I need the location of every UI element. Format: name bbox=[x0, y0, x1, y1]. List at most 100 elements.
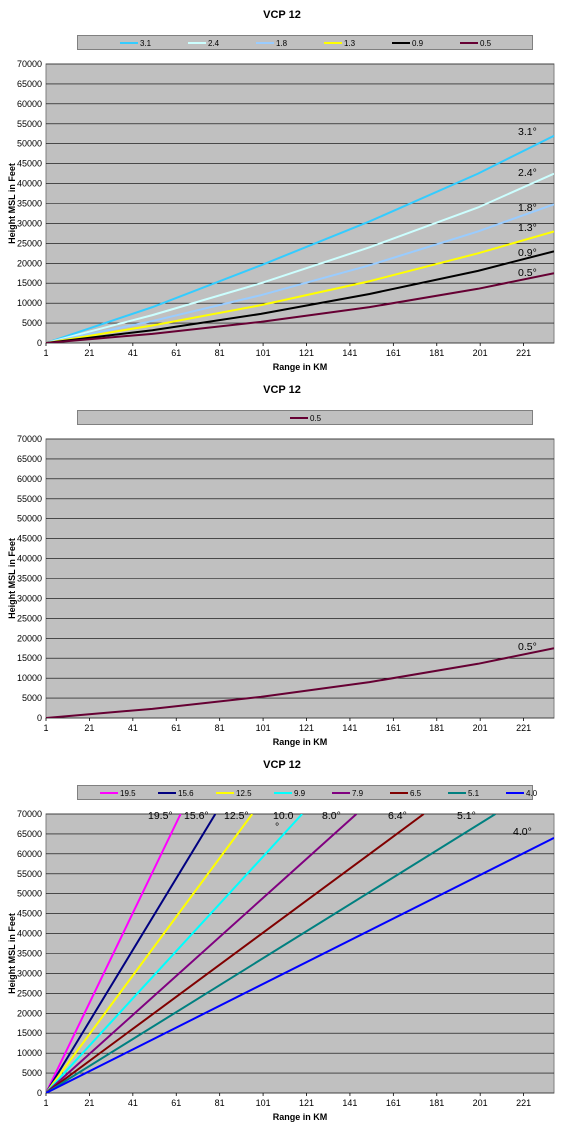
x-tick-label: 221 bbox=[516, 348, 531, 358]
legend-label: 9.9 bbox=[294, 789, 306, 798]
y-tick-label: 20000 bbox=[17, 258, 42, 268]
series-annotation: 15.6° bbox=[184, 810, 209, 822]
series-annotation: 10.0 ° bbox=[273, 810, 294, 833]
chart-panel-1: VCP 12 0 5000 10000 15000 20000 25000 30000 350… bbox=[0, 0, 564, 375]
series-line-9.9 bbox=[46, 814, 303, 1093]
x-axis-label: Range in KM bbox=[273, 737, 328, 747]
y-tick-label: 35000 bbox=[17, 574, 42, 584]
x-tick-label: 181 bbox=[429, 723, 444, 733]
y-tick-label: 70000 bbox=[17, 434, 42, 444]
x-axis-label: Range in KM bbox=[273, 1112, 328, 1122]
chart-svg-2: 0 5000 10000 15000 20000 25000 30000 35000 40000… bbox=[7, 414, 555, 747]
series-line-2.4 bbox=[46, 172, 554, 343]
x-tick-label: 21 bbox=[84, 1098, 94, 1108]
series-line-15.6 bbox=[46, 814, 217, 1093]
series-line-19.5 bbox=[46, 814, 182, 1093]
legend-label: 0.9 bbox=[412, 39, 424, 48]
x-tick-label: 201 bbox=[473, 348, 488, 358]
legend-label: 1.8 bbox=[276, 39, 288, 48]
series-line-7.9 bbox=[46, 814, 358, 1093]
chart-panel-2: VCP 12 0 5000 10000 15000 20000 25000 30000 350… bbox=[0, 375, 564, 750]
y-tick-label: 5000 bbox=[22, 318, 42, 328]
x-tick-label: 21 bbox=[84, 723, 94, 733]
series-annotation: 19.5° bbox=[148, 810, 173, 822]
legend-label: 5.1 bbox=[468, 789, 480, 798]
y-tick-label: 15000 bbox=[17, 653, 42, 663]
x-tick-label: 101 bbox=[256, 723, 271, 733]
series-line-4.0 bbox=[46, 837, 554, 1093]
y-tick-label: 35000 bbox=[17, 199, 42, 209]
y-tick-label: 40000 bbox=[17, 929, 42, 939]
x-tick-label: 1 bbox=[43, 348, 48, 358]
y-tick-label: 0 bbox=[37, 1088, 42, 1098]
series-annotation: 0.5° bbox=[518, 641, 537, 653]
y-tick-label: 35000 bbox=[17, 949, 42, 959]
y-tick-label: 30000 bbox=[17, 968, 42, 978]
x-tick-label: 41 bbox=[128, 348, 138, 358]
y-tick-label: 45000 bbox=[17, 159, 42, 169]
x-tick-label: 221 bbox=[516, 1098, 531, 1108]
series-line-0.5 bbox=[46, 272, 554, 343]
x-tick-label: 141 bbox=[342, 723, 357, 733]
x-tick-label: 141 bbox=[342, 348, 357, 358]
series-annotation: 2.4° bbox=[518, 167, 537, 179]
legend-label: 0.5 bbox=[480, 39, 492, 48]
legend-label: 0.5 bbox=[310, 414, 322, 423]
series-annotation: 3.1° bbox=[518, 126, 537, 138]
series-line-0.9 bbox=[46, 250, 554, 343]
y-tick-label: 25000 bbox=[17, 988, 42, 998]
y-tick-label: 60000 bbox=[17, 849, 42, 859]
y-tick-label: 5000 bbox=[22, 693, 42, 703]
x-tick-label: 101 bbox=[256, 348, 271, 358]
legend-label: 15.6 bbox=[178, 789, 194, 798]
chart-title: VCP 12 bbox=[263, 759, 301, 771]
chart-title: VCP 12 bbox=[263, 9, 301, 21]
series-line-1.3 bbox=[46, 230, 554, 343]
legend bbox=[77, 785, 533, 800]
y-tick-label: 15000 bbox=[17, 1028, 42, 1038]
x-tick-label: 1 bbox=[43, 723, 48, 733]
y-tick-label: 40000 bbox=[17, 179, 42, 189]
series-annotation: 4.0° bbox=[513, 826, 532, 838]
y-tick-label: 25000 bbox=[17, 238, 42, 248]
series-annotation: 0.5° bbox=[518, 267, 537, 279]
series-line-6.5 bbox=[46, 814, 425, 1093]
y-tick-label: 20000 bbox=[17, 633, 42, 643]
y-tick-label: 50000 bbox=[17, 889, 42, 899]
x-tick-label: 221 bbox=[516, 723, 531, 733]
x-axis-label: Range in KM bbox=[273, 362, 328, 372]
y-tick-label: 45000 bbox=[17, 534, 42, 544]
y-tick-label: 60000 bbox=[17, 99, 42, 109]
y-tick-label: 60000 bbox=[17, 474, 42, 484]
x-tick-label: 81 bbox=[215, 723, 225, 733]
x-tick-label: 181 bbox=[429, 348, 444, 358]
x-tick-label: 201 bbox=[473, 1098, 488, 1108]
y-tick-label: 45000 bbox=[17, 909, 42, 919]
y-tick-label: 10000 bbox=[17, 298, 42, 308]
chart-svg-3: 0 5000 10000 15000 20000 25000 30000 35000 40000… bbox=[7, 789, 555, 1122]
series-annotation: 0.9° bbox=[518, 247, 537, 259]
x-tick-label: 61 bbox=[171, 723, 181, 733]
chart-title: VCP 12 bbox=[263, 384, 301, 396]
legend-label: 19.5 bbox=[120, 789, 136, 798]
y-tick-label: 55000 bbox=[17, 494, 42, 504]
y-tick-label: 70000 bbox=[17, 59, 42, 69]
legend-label: 3.1 bbox=[140, 39, 152, 48]
x-tick-label: 201 bbox=[473, 723, 488, 733]
x-tick-label: 161 bbox=[386, 723, 401, 733]
series-annotation: 5.1° bbox=[457, 810, 476, 822]
x-tick-label: 41 bbox=[128, 1098, 138, 1108]
y-tick-label: 65000 bbox=[17, 829, 42, 839]
series-annotation: 12.5° bbox=[224, 810, 249, 822]
legend-label: 7.9 bbox=[352, 789, 364, 798]
x-tick-label: 161 bbox=[386, 348, 401, 358]
legend-label: 12.5 bbox=[236, 789, 252, 798]
y-tick-label: 5000 bbox=[22, 1068, 42, 1078]
series-annotation: 6.4° bbox=[388, 810, 407, 822]
series-annotation: 1.3° bbox=[518, 222, 537, 234]
y-tick-label: 70000 bbox=[17, 809, 42, 819]
x-tick-label: 121 bbox=[299, 723, 314, 733]
x-tick-label: 181 bbox=[429, 1098, 444, 1108]
y-tick-label: 10000 bbox=[17, 673, 42, 683]
legend bbox=[77, 35, 533, 50]
